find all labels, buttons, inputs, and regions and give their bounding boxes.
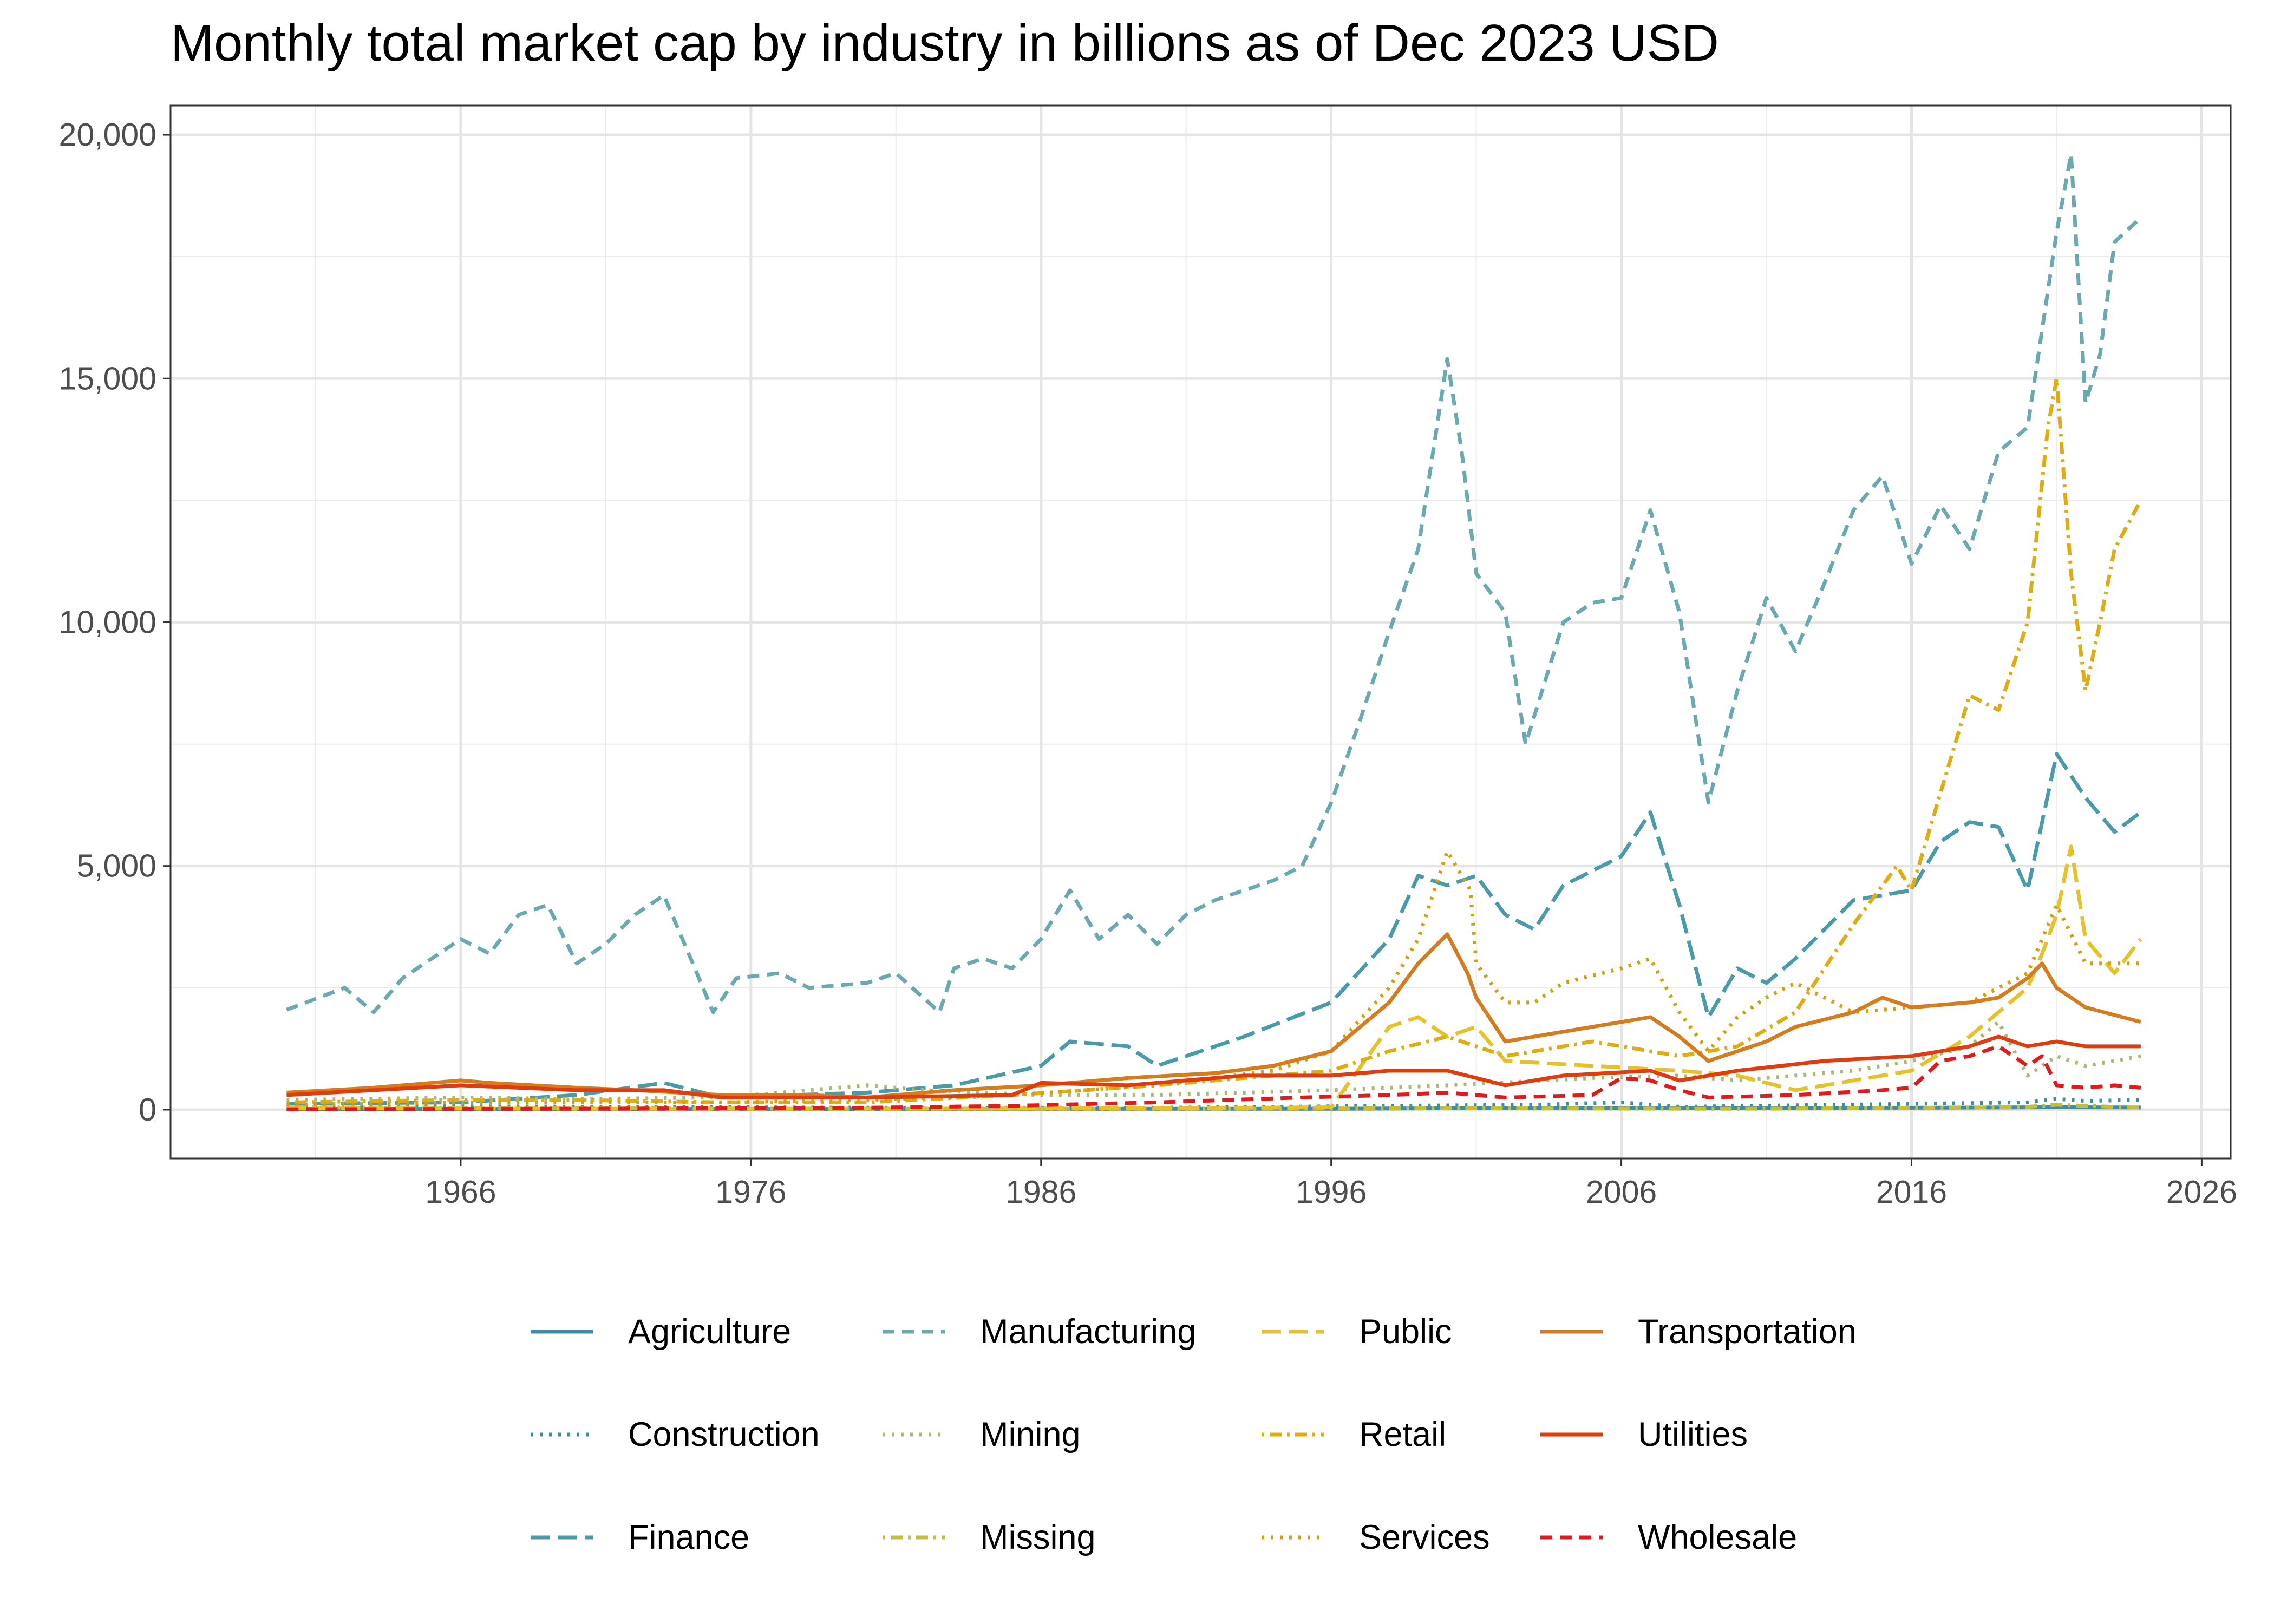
x-tick-label: 1986 — [1005, 1174, 1076, 1210]
series-line-transportation — [286, 932, 2141, 1099]
series-line-services — [286, 849, 2141, 1107]
y-tick-label: 20,000 — [59, 117, 156, 153]
y-tick-label: 10,000 — [59, 604, 156, 640]
legend-label-utilities: Utilities — [1638, 1416, 1748, 1453]
axes: 1966 1976 1986 1996 2006 2016 2026 0 5,000 10,000… — [59, 117, 2238, 1210]
x-tick-label: 1966 — [425, 1174, 496, 1210]
legend: Agriculture Construction Finance Manufactur… — [531, 1313, 1857, 1556]
y-tick-label: 0 — [139, 1092, 156, 1128]
y-tick-label: 5,000 — [76, 848, 156, 884]
x-tick-label: 1996 — [1296, 1174, 1367, 1210]
legend-label-agriculture: Agriculture — [628, 1313, 791, 1351]
legend-label-manufacturing: Manufacturing — [980, 1313, 1196, 1351]
x-tick-label: 2026 — [2166, 1174, 2237, 1210]
series-line-public — [286, 844, 2142, 1111]
legend-label-construction: Construction — [628, 1416, 820, 1453]
series-line-manufacturing — [286, 152, 2142, 1014]
legend-label-retail: Retail — [1359, 1416, 1446, 1453]
legend-label-finance: Finance — [628, 1518, 749, 1556]
legend-label-mining: Mining — [980, 1416, 1081, 1453]
series-line-utilities — [286, 1034, 2141, 1099]
series-lines — [286, 152, 2142, 1111]
y-tick-label: 15,000 — [59, 361, 156, 396]
series-line-retail — [286, 376, 2142, 1104]
series-line-finance — [286, 752, 2142, 1106]
legend-label-public: Public — [1359, 1313, 1452, 1351]
x-tick-label: 2006 — [1586, 1174, 1657, 1210]
grid — [171, 106, 2231, 1158]
legend-label-transportation: Transportation — [1638, 1313, 1857, 1351]
x-tick-label: 2016 — [1876, 1174, 1947, 1210]
legend-label-wholesale: Wholesale — [1638, 1518, 1797, 1556]
series-line-wholesale — [286, 1044, 2141, 1111]
x-tick-label: 1976 — [715, 1174, 786, 1210]
legend-label-services: Services — [1359, 1518, 1490, 1556]
chart-title: Monthly total market cap by industry in … — [171, 14, 1719, 72]
legend-label-missing: Missing — [980, 1518, 1096, 1556]
plot-panel-border — [169, 104, 2232, 1160]
series-line-mining — [286, 1020, 2141, 1102]
